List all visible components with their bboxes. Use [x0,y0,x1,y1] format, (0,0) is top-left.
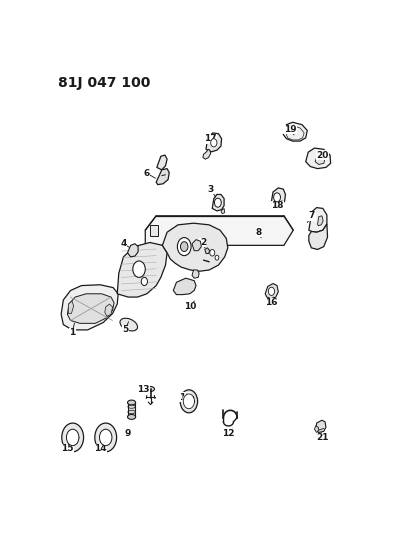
Text: 15: 15 [61,445,73,454]
Circle shape [215,255,218,260]
Text: 1: 1 [69,328,75,337]
Polygon shape [283,122,306,141]
Text: 6: 6 [143,168,150,177]
Polygon shape [206,133,221,152]
Text: 10: 10 [183,302,196,311]
Polygon shape [314,154,324,165]
Circle shape [132,261,145,277]
Circle shape [210,139,217,147]
Text: 8: 8 [255,228,261,237]
Circle shape [180,241,188,252]
Polygon shape [308,224,327,249]
Text: 12: 12 [221,429,233,438]
Polygon shape [204,248,209,254]
Text: 20: 20 [316,150,328,159]
Text: 7: 7 [308,211,314,220]
Circle shape [267,287,274,295]
Polygon shape [61,285,118,330]
Text: 2: 2 [199,238,206,247]
Polygon shape [192,270,198,278]
Polygon shape [265,284,277,298]
Text: 16: 16 [264,298,276,308]
Circle shape [66,429,79,446]
Ellipse shape [119,318,137,331]
Polygon shape [192,240,201,251]
Circle shape [99,429,111,446]
Polygon shape [314,426,318,432]
Polygon shape [156,168,169,184]
Ellipse shape [127,400,135,405]
Circle shape [141,277,147,286]
Polygon shape [128,402,135,417]
Polygon shape [117,243,167,297]
Polygon shape [317,216,322,225]
Circle shape [183,394,194,409]
Polygon shape [212,195,223,211]
Text: 81J 047 100: 81J 047 100 [58,76,150,90]
Text: 13: 13 [137,384,150,393]
Ellipse shape [146,386,154,391]
Text: 9: 9 [124,429,130,438]
Polygon shape [127,244,138,257]
Ellipse shape [127,415,135,419]
Text: 19: 19 [283,125,296,134]
Polygon shape [221,208,224,214]
Text: 3: 3 [207,184,213,193]
Polygon shape [67,294,114,324]
Circle shape [273,193,280,202]
Polygon shape [145,216,293,245]
Polygon shape [203,149,210,159]
Polygon shape [308,207,326,232]
Polygon shape [305,148,330,168]
Text: 5: 5 [122,326,128,334]
Text: 4: 4 [120,239,126,248]
Text: 17: 17 [204,134,217,143]
Circle shape [95,423,116,452]
Polygon shape [105,304,112,317]
Circle shape [209,249,214,256]
Text: 21: 21 [316,433,328,442]
Polygon shape [173,278,196,295]
Polygon shape [68,301,73,313]
Text: 11: 11 [178,393,190,402]
Polygon shape [156,155,167,170]
Circle shape [180,390,197,413]
Polygon shape [162,223,227,271]
Text: 14: 14 [93,445,106,454]
Text: 18: 18 [271,201,283,210]
Polygon shape [150,225,157,236]
Polygon shape [271,188,285,204]
Polygon shape [315,420,325,432]
Circle shape [62,423,83,452]
Circle shape [214,198,221,207]
Circle shape [177,238,190,256]
